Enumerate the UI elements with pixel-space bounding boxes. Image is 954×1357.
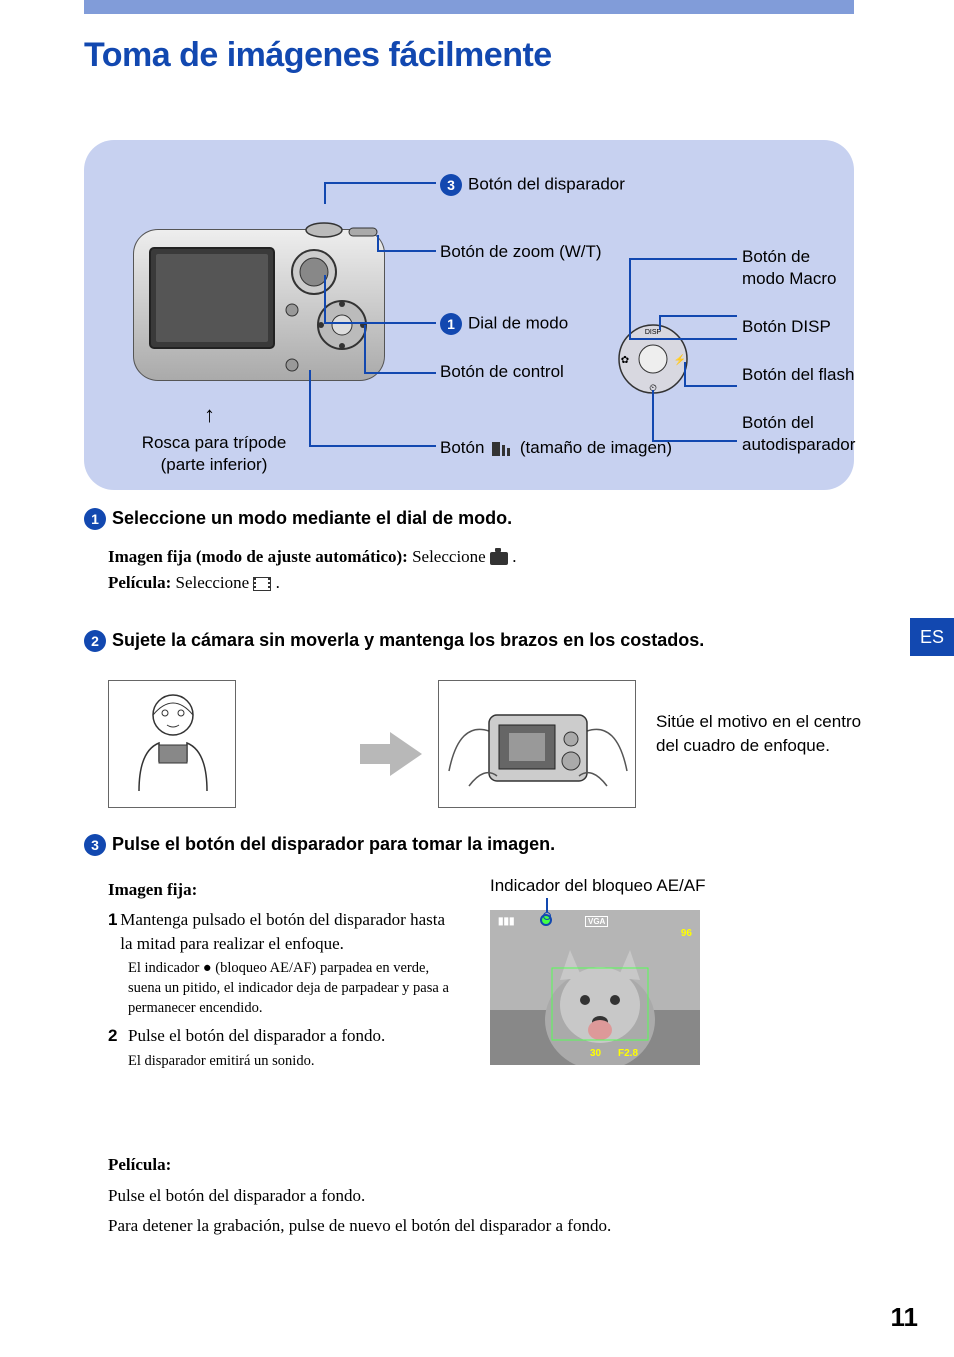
screen-shutter-speed: 30 xyxy=(590,1048,601,1059)
callout-mode-dial: 1Dial de modo xyxy=(440,313,568,335)
page-title: Toma de imágenes fácilmente xyxy=(84,36,552,75)
label-macro: Botón de modo Macro xyxy=(742,246,855,290)
film-mode-icon xyxy=(253,577,271,591)
step-1-heading: Seleccione un modo mediante el dial de m… xyxy=(112,508,512,528)
label-disp: Botón DISP xyxy=(742,316,855,338)
callout-control: Botón de control xyxy=(440,362,564,382)
bullet-1-icon: 1 xyxy=(440,313,462,335)
figure-hands-camera xyxy=(438,680,636,808)
still-mode-action: Seleccione xyxy=(408,547,490,566)
callout-image-size: Botón (tamaño de imagen) xyxy=(440,436,672,460)
language-tab: ES xyxy=(910,618,954,656)
tripod-arrow-icon: ↑ xyxy=(204,402,215,428)
movie-mode-label: Película: xyxy=(108,573,171,592)
svg-text:DISP: DISP xyxy=(645,329,662,336)
substep-1-number: 1 xyxy=(108,908,120,956)
movie-section: Película: Pulse el botón del disparador … xyxy=(108,1150,858,1242)
still-mode-label: Imagen fija (modo de ajuste automático): xyxy=(108,547,408,566)
callout-shutter: 3Botón del disparador xyxy=(440,174,625,196)
arrow-right-icon xyxy=(360,732,422,776)
ae-af-indicator-label: Indicador del bloqueo AE/AF xyxy=(490,876,810,896)
step-2: 2 Sujete la cámara sin moverla y mantenga… xyxy=(84,630,874,652)
label-flash: Botón del flash xyxy=(742,364,855,386)
substep-2-note: El disparador emitirá un sonido. xyxy=(128,1052,458,1072)
camera-screen-preview: ▮▮▮ VGA 96 30 F2.8 xyxy=(490,910,700,1065)
movie-line-2: Para detener la grabación, pulse de nuev… xyxy=(108,1211,858,1242)
page-number: 11 xyxy=(891,1302,919,1333)
svg-text:✿: ✿ xyxy=(621,355,629,366)
step-2-figures: Sitúe el motivo en el centro del cuadro … xyxy=(108,680,868,820)
substep-1-note: El indicador ● (bloqueo AE/AF) parpadea … xyxy=(128,959,458,1018)
tripod-label: Rosca para trípode (parte inferior) xyxy=(114,432,314,476)
substep-1-text: Mantenga pulsado el botón del disparador… xyxy=(120,908,458,956)
control-dial-labels: Botón de modo Macro Botón DISP Botón del… xyxy=(742,246,855,483)
movie-line-1: Pulse el botón del disparador a fondo. xyxy=(108,1181,858,1212)
step-3-bullet-icon: 3 xyxy=(84,834,106,856)
battery-icon: ▮▮▮ xyxy=(498,916,515,927)
substep-2-text: Pulse el botón del disparador a fondo. xyxy=(128,1024,385,1048)
movie-mode-action: Seleccione xyxy=(171,573,253,592)
camera-diagram-panel: ↑ Rosca para trípode (parte inferior) 3B… xyxy=(84,140,854,490)
label-self-timer: Botón del autodisparador xyxy=(742,412,855,456)
step-2-bullet-icon: 2 xyxy=(84,630,106,652)
control-dial-detail: DISP ⏲ ✿ ⚡ xyxy=(614,320,692,398)
screen-shot-count: 96 xyxy=(681,928,692,939)
step-3-left-column: Imagen fija: 1 Mantenga pulsado el botón… xyxy=(108,878,458,1071)
callout-zoom: Botón de zoom (W/T) xyxy=(440,242,602,262)
step-1-bullet-icon: 1 xyxy=(84,508,106,530)
figure-person-holding xyxy=(108,680,236,808)
step-3-heading: Pulse el botón del disparador para tomar… xyxy=(112,834,555,854)
camera-mode-icon xyxy=(490,552,508,565)
movie-title: Película: xyxy=(108,1150,858,1181)
step-1: 1 Seleccione un modo mediante el dial de … xyxy=(84,508,874,595)
substep-2-number: 2 xyxy=(108,1024,128,1048)
image-size-icon xyxy=(492,442,512,456)
bullet-3-icon: 3 xyxy=(440,174,462,196)
still-image-title: Imagen fija: xyxy=(108,878,458,902)
screen-vga-label: VGA xyxy=(585,916,608,927)
step-3: 3 Pulse el botón del disparador para toma… xyxy=(84,834,874,856)
camera-illustration xyxy=(124,200,394,400)
top-accent-band xyxy=(84,0,854,14)
step-2-heading: Sujete la cámara sin moverla y mantenga … xyxy=(112,630,704,650)
focus-center-note: Sitúe el motivo en el centro del cuadro … xyxy=(656,710,866,758)
screen-aperture: F2.8 xyxy=(618,1048,638,1059)
